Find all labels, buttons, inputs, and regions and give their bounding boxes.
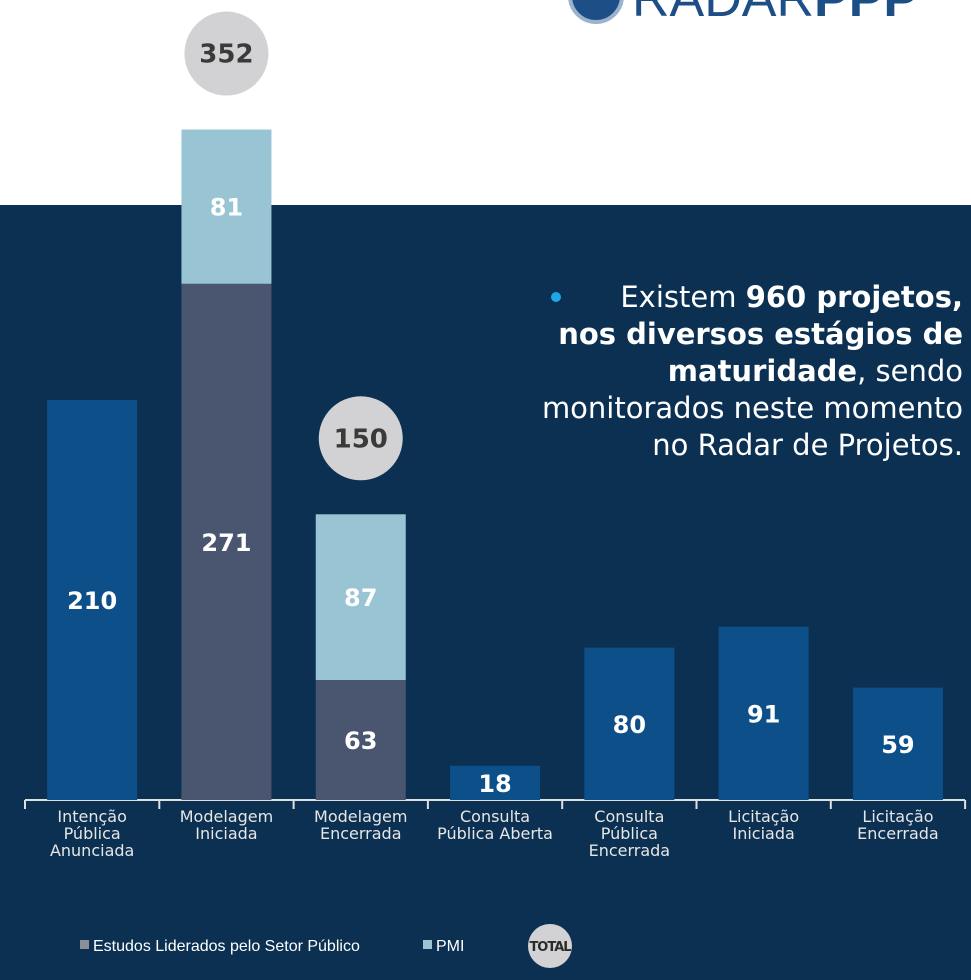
label-line: Encerrada — [857, 824, 939, 843]
panel — [0, 205, 971, 980]
x-tick-label: Consulta Pública Encerrada — [589, 807, 671, 860]
bar — [852, 687, 943, 800]
logo-light: RADAR — [632, 0, 814, 28]
annotation-text: no Radar de Projetos. — [652, 428, 963, 462]
bar-segment — [315, 680, 406, 800]
label-line: Intenção — [57, 807, 127, 826]
annotation-text: 960 projetos, — [746, 280, 963, 314]
bar-segment — [181, 129, 272, 284]
value-label: 91 — [747, 700, 780, 728]
value-label: 59 — [881, 731, 914, 759]
bar — [584, 647, 675, 800]
legend-label: PMI — [436, 938, 464, 955]
x-tick-label: Consulta Pública Aberta — [437, 807, 553, 843]
label-line: Iniciada — [732, 824, 794, 843]
bar — [718, 626, 809, 800]
label-line: Licitação — [728, 807, 799, 826]
bar-segment — [181, 283, 272, 800]
label-line: Consulta — [594, 807, 664, 826]
label-line: Pública Aberta — [437, 824, 553, 843]
x-tick-label: Modelagem Iniciada — [180, 807, 273, 843]
label-line: Licitação — [862, 807, 933, 826]
annotation-text: nos diversos estágios de — [558, 317, 963, 351]
label-line: Encerrada — [589, 841, 671, 860]
label-line: Anunciada — [50, 841, 134, 860]
total-bubble — [184, 11, 269, 96]
x-tick-label: Licitação Iniciada — [728, 807, 799, 843]
label-line: Iniciada — [195, 824, 257, 843]
bullet — [551, 292, 561, 302]
value-label: 80 — [613, 711, 646, 739]
annotation: Existem 960 projetos, nos diversos estági… — [542, 280, 963, 462]
annotation-text: , sendo — [857, 354, 963, 388]
label-line: Consulta — [460, 807, 530, 826]
legend-total-icon — [528, 924, 572, 968]
legend-total-label: TOTAL — [529, 940, 571, 955]
value-label: 81 — [210, 194, 243, 222]
label-line: Modelagem — [180, 807, 273, 826]
annotation-text: monitorados neste momento — [542, 391, 963, 425]
bar-segment — [315, 514, 406, 680]
legend-swatch — [80, 940, 89, 949]
total-label: 352 — [199, 40, 253, 70]
annotation-text: maturidade — [668, 354, 857, 388]
value-label: 210 — [67, 587, 117, 615]
label-line: Modelagem — [314, 807, 407, 826]
x-tick-label: Intenção Pública Anunciada — [50, 807, 134, 860]
bar — [450, 765, 541, 800]
total-bubble — [318, 396, 403, 481]
total-label: 150 — [334, 424, 388, 454]
annotation-text: Existem — [620, 280, 745, 314]
label-line: Pública — [601, 824, 658, 843]
x-tick-label: Licitação Encerrada — [857, 807, 939, 843]
value-label: 18 — [478, 770, 511, 798]
value-label: 63 — [344, 727, 377, 755]
value-label: 271 — [201, 529, 251, 557]
value-label: 87 — [344, 584, 377, 612]
logo-text: RADARPPP — [632, 0, 918, 28]
legend-swatch — [423, 940, 432, 949]
label-line: Pública — [64, 824, 121, 843]
bar — [47, 400, 138, 800]
logo-bold: PPP — [814, 0, 918, 28]
x-tick-label: Modelagem Encerrada — [314, 807, 407, 843]
logo-icon — [568, 0, 624, 24]
legend-label: Estudos Liderados pelo Setor Público — [93, 938, 360, 955]
label-line: Encerrada — [320, 824, 402, 843]
